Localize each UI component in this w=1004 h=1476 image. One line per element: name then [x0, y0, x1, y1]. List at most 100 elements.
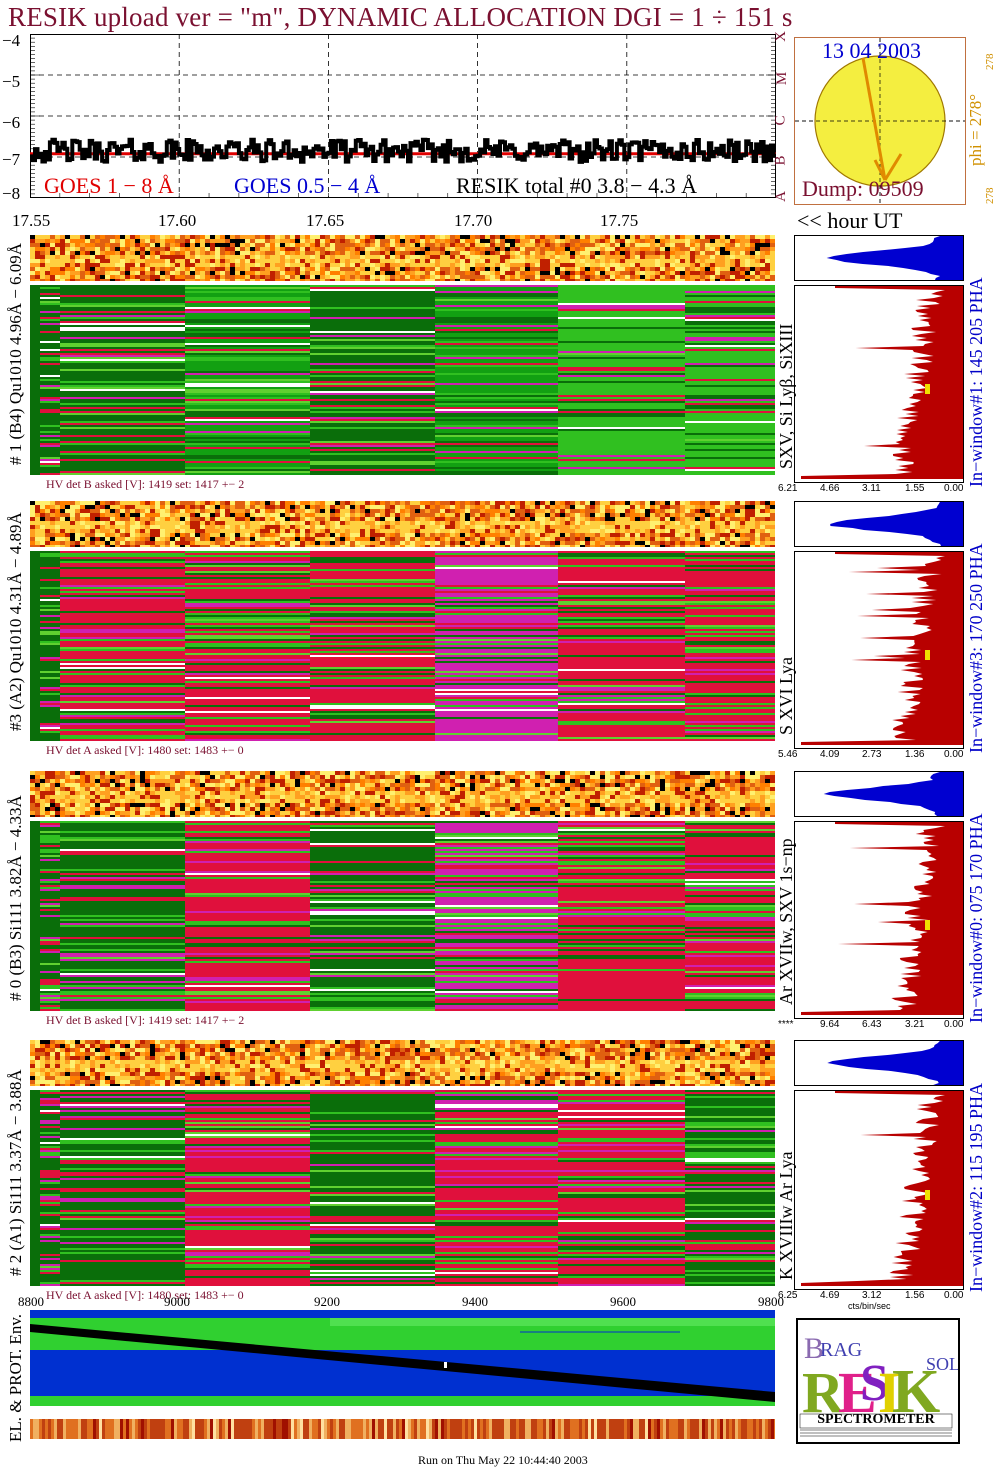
noise-cell [720, 235, 725, 239]
heatmap-row [685, 403, 775, 405]
noise-cell [610, 509, 615, 513]
noise-cell [295, 243, 300, 247]
noise-cell [120, 251, 125, 255]
noise-cell [400, 529, 405, 533]
heatmap-row [30, 423, 60, 425]
noise-cell [560, 545, 565, 547]
heatmap-row [310, 457, 435, 459]
noise-cell [700, 541, 705, 545]
heatmap-row [435, 301, 558, 303]
noise-cell [405, 525, 410, 529]
heatmap-row [30, 671, 60, 673]
noise-cell [70, 529, 75, 533]
heatmap-row [185, 437, 310, 439]
heatmap-row [60, 597, 185, 599]
heatmap-row [60, 431, 185, 433]
heatmap-row [30, 321, 60, 323]
noise-cell [325, 779, 330, 783]
noise-cell [160, 775, 165, 779]
heatmap-row [310, 349, 435, 351]
noise-cell [675, 275, 680, 279]
heatmap-row [60, 735, 185, 737]
noise-cell [180, 521, 185, 525]
noise-cell [455, 509, 460, 513]
heatmap-row [685, 709, 775, 711]
noise-cell [150, 545, 155, 547]
heatmap-row [60, 695, 185, 697]
heatmap-row [30, 325, 60, 327]
noise-cell [565, 255, 570, 259]
noise-cell [100, 779, 105, 783]
noise-cell [505, 501, 510, 505]
noise-cell [80, 279, 85, 281]
heatmap-row [310, 575, 435, 577]
noise-cell [600, 259, 605, 263]
noise-cell [180, 509, 185, 513]
noise-cell [475, 529, 480, 533]
heatmap-row [685, 575, 775, 577]
noise-cell [395, 259, 400, 263]
noise-cell [310, 545, 315, 547]
noise-cell [590, 521, 595, 525]
noise-cell [315, 271, 320, 275]
heatmap-row [30, 613, 60, 615]
heatmap-row [185, 299, 310, 301]
noise-cell [65, 545, 70, 547]
heatmap-row [435, 467, 558, 469]
noise-cell [440, 279, 445, 281]
heatmap-row [435, 597, 558, 599]
noise-cell [445, 259, 450, 263]
heatmap-row [30, 667, 60, 669]
noise-cell [715, 271, 720, 275]
noise-cell [380, 271, 385, 275]
noise-cell [770, 545, 775, 547]
noise-cell [270, 505, 275, 509]
heatmap-row [435, 617, 558, 619]
noise-cell [125, 279, 130, 281]
noise-cell [290, 529, 295, 533]
noise-cell [540, 545, 545, 547]
heatmap-row [60, 645, 185, 647]
noise-cell [375, 525, 380, 529]
noise-cell [185, 783, 190, 787]
heatmap-row [30, 469, 60, 471]
noise-cell [485, 505, 490, 509]
heatmap-row [685, 369, 775, 371]
heatmap-row [558, 687, 685, 689]
noise-cell [515, 255, 520, 259]
noise-cell [405, 243, 410, 247]
noise-cell [550, 235, 555, 239]
noise-cell [510, 779, 515, 783]
heatmap-row [435, 335, 558, 337]
heatmap-row [685, 623, 775, 625]
noise-cell [650, 239, 655, 243]
noise-cell [645, 235, 650, 239]
noise-cell [155, 279, 160, 281]
heatmap-row [558, 643, 685, 645]
noise-cell [590, 263, 595, 267]
noise-cell [685, 525, 690, 529]
heatmap-row [685, 577, 775, 579]
noise-cell [410, 251, 415, 255]
noise-cell [405, 529, 410, 533]
heatmap-row [685, 421, 775, 423]
noise-cell [450, 513, 455, 517]
noise-cell [610, 267, 615, 271]
heatmap-row [558, 637, 685, 639]
noise-cell [225, 513, 230, 517]
noise-cell [340, 513, 345, 517]
noise-cell [515, 521, 520, 525]
noise-cell [555, 275, 560, 279]
noise-cell [580, 259, 585, 263]
heatmap-row [685, 305, 775, 307]
heatmap-row [310, 563, 435, 565]
noise-cell [590, 513, 595, 517]
noise-cell [215, 521, 220, 525]
noise-cell [270, 783, 275, 787]
noise-cell [630, 521, 635, 525]
noise-cell [480, 247, 485, 251]
noise-cell [140, 247, 145, 251]
heatmap-row [185, 327, 310, 329]
noise-cell [75, 263, 80, 267]
noise-cell [80, 255, 85, 259]
